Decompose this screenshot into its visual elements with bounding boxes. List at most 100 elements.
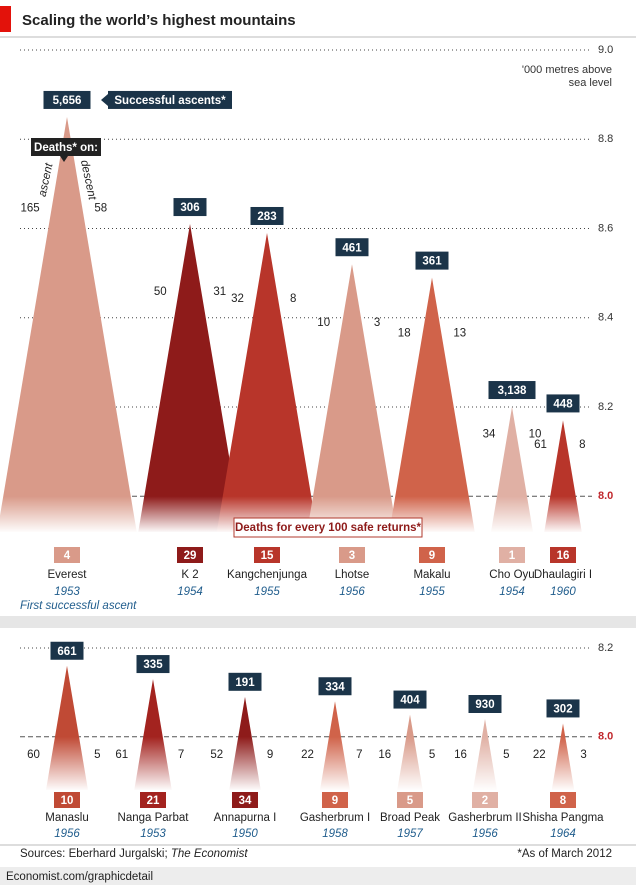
mountain — [216, 232, 318, 532]
ascents-label: 361 — [422, 256, 442, 268]
mountain-name: Nanga Parbat — [118, 812, 190, 824]
deaths-descent: 5 — [94, 749, 100, 761]
y-tick-label: 8.0 — [598, 731, 613, 743]
year-label: First successful ascent — [20, 600, 137, 612]
rate-label: 8 — [560, 795, 567, 807]
y-tick-label: 8.8 — [598, 133, 613, 145]
rate-box — [550, 547, 576, 563]
deaths-descent: 10 — [529, 429, 542, 441]
mountain-name: Broad Peak — [380, 812, 440, 824]
rate-box — [54, 792, 80, 808]
deaths-ascent: 61 — [534, 439, 547, 451]
deaths-ascent: 18 — [398, 328, 411, 340]
deaths-ascent: 61 — [115, 749, 128, 761]
ascents-box — [546, 699, 580, 718]
ascents-box — [50, 641, 84, 660]
y-tick-label: 8.6 — [598, 222, 613, 234]
y-tick-label: 8.2 — [598, 642, 613, 654]
rate-box — [54, 547, 80, 563]
rate-label: 9 — [332, 795, 338, 807]
y-tick-label: 9.0 — [598, 44, 613, 56]
ascents-label: 334 — [325, 681, 345, 693]
mountain-name: Makalu — [413, 569, 450, 581]
rate-box — [232, 792, 258, 808]
ascents-label: 302 — [553, 703, 572, 715]
ascent-year: 1950 — [232, 828, 258, 840]
ascents-box — [173, 198, 207, 217]
ascents-box — [43, 90, 91, 109]
footnote: *As of March 2012 — [517, 848, 612, 860]
rate-label: 9 — [429, 550, 435, 562]
deaths-name-box — [31, 138, 101, 156]
ascent-year: 1956 — [472, 828, 498, 840]
deaths-ascent: 50 — [154, 286, 167, 298]
deaths-descent: 7 — [356, 749, 362, 761]
ascents-pointer — [101, 93, 108, 106]
deaths-descent: 3 — [374, 317, 380, 329]
mountain-name: Lhotse — [335, 569, 370, 581]
ascents-box — [488, 381, 536, 400]
rate-box — [419, 547, 445, 563]
rate-box — [397, 792, 423, 808]
y-tick-label: 8.4 — [598, 312, 613, 324]
rate-label: 5 — [407, 795, 414, 807]
rate-name: Deaths for every 100 safe returns* — [235, 522, 422, 534]
red-tag — [0, 6, 11, 32]
deaths-name: Deaths* on: — [34, 142, 98, 154]
ascents-box — [415, 251, 449, 270]
y-axis-label: sea level — [569, 77, 612, 89]
rate-box — [322, 792, 348, 808]
y-axis-label: '000 metres above — [522, 64, 612, 76]
chart-panel — [0, 647, 594, 791]
rate-box — [472, 792, 498, 808]
ascents-label: 661 — [57, 646, 77, 658]
deaths-ascent: 165 — [20, 202, 39, 214]
sources-publisher: The Economist — [171, 848, 249, 860]
url: Economist.com/graphicdetail — [6, 871, 153, 883]
ascent-year: 1956 — [54, 828, 80, 840]
sources: Sources: Eberhard Jurgalski; The Economi… — [20, 848, 248, 860]
deaths-ascent: 34 — [483, 429, 496, 441]
mountain-name: Everest — [48, 569, 88, 581]
ascents-name: Successful ascents* — [114, 95, 226, 107]
mountain-name: Manaslu — [45, 812, 88, 824]
rate-label: 2 — [482, 795, 488, 807]
fade-overlay — [0, 736, 594, 791]
panel-separator — [0, 616, 636, 628]
deaths-descent: 8 — [579, 439, 585, 451]
y-tick-label: 8.2 — [598, 401, 613, 413]
ascents-box — [228, 672, 262, 691]
rate-label: 21 — [147, 795, 160, 807]
ascents-box — [393, 690, 427, 709]
rate-label: 29 — [184, 550, 197, 562]
sources-text: Sources: Eberhard Jurgalski; — [20, 848, 168, 860]
deaths-descent: 5 — [503, 749, 509, 761]
ascent-year: 1953 — [140, 828, 166, 840]
rate-box — [254, 547, 280, 563]
deaths-ascent: 52 — [210, 749, 223, 761]
deaths-ascent: 16 — [454, 749, 467, 761]
ascents-label: 5,656 — [53, 95, 82, 107]
mountain-name: Dhaulagiri I — [534, 569, 592, 581]
ascent-year: 1953 — [54, 586, 80, 598]
rate-label: 34 — [239, 795, 252, 807]
mountain — [0, 116, 137, 532]
deaths-ascent: 16 — [378, 749, 391, 761]
rate-label: 15 — [261, 550, 274, 562]
deaths-descent: 31 — [213, 286, 226, 298]
rate-label: 1 — [509, 550, 516, 562]
ascent-year: 1954 — [499, 586, 525, 598]
ascents-name-box — [108, 90, 232, 109]
deaths-ascent: 22 — [533, 749, 546, 761]
ascents-label: 283 — [257, 211, 276, 223]
mountain-name: Cho Oyu — [489, 569, 534, 581]
ascents-box — [136, 655, 170, 674]
ascents-box — [318, 677, 352, 696]
mountain — [307, 264, 397, 532]
ascent-year: 1954 — [177, 586, 203, 598]
ascent-year: 1957 — [397, 828, 423, 840]
mountain-name: Shisha Pangma — [522, 812, 604, 824]
mountain-name: Gasherbrum II — [448, 812, 522, 824]
